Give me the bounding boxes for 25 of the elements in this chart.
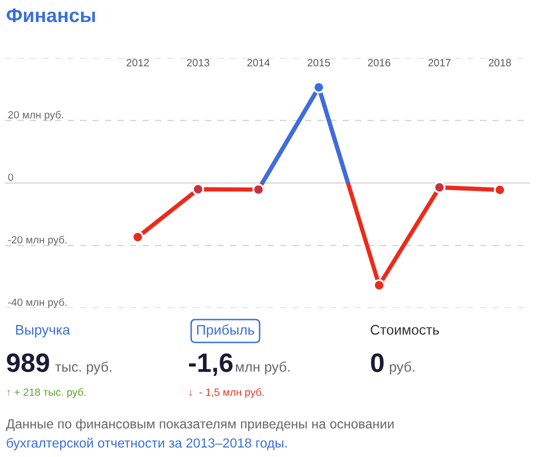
text: бухгалтерской отчетности за 2013–2018 годы.	[6, 438, 287, 450]
x-tick-label: 2013	[187, 58, 210, 66]
text: Стоимость	[370, 324, 439, 335]
y-tick-label: -40 млн руб.	[8, 298, 67, 308]
x-tick-label: 2012	[126, 58, 149, 66]
text: руб.	[390, 361, 414, 375]
text: -1,6	[189, 353, 233, 376]
text: ↑ + 218 тыс. руб.	[7, 388, 86, 398]
y-tick-label: 20 млн руб.	[8, 110, 64, 120]
x-tick-label: 2014	[247, 58, 270, 66]
text: ↓ - 1,5 млн руб.	[189, 388, 264, 398]
y-tick-label: -20 млн руб.	[8, 236, 67, 246]
x-tick-label: 2018	[488, 58, 511, 66]
text: Прибыль	[197, 324, 254, 338]
x-tick-label: 2016	[368, 58, 390, 66]
y-tick-label: 0	[8, 174, 14, 181]
text: 0	[371, 353, 384, 372]
x-tick-label: 2017	[428, 58, 451, 66]
text: 989	[6, 353, 50, 372]
text: млн руб.	[236, 361, 290, 375]
chart-title: Финансы	[6, 8, 95, 22]
x-tick-label: 2015	[308, 58, 330, 66]
text: Выручка	[16, 325, 70, 338]
text: Данные по финансовым показателям приведены на основании	[6, 418, 394, 432]
text: тыс. руб.	[55, 361, 112, 375]
